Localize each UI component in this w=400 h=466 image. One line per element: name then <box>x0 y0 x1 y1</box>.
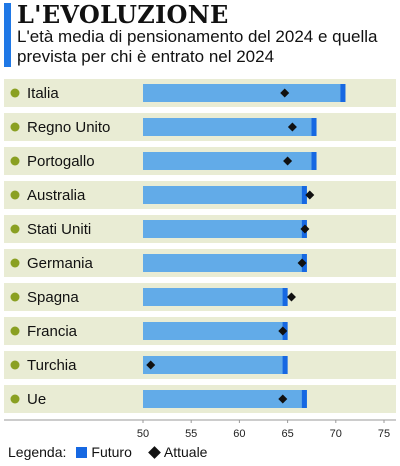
category-bullet <box>10 258 20 268</box>
category-bullet <box>10 360 20 370</box>
legend-swatch-attuale <box>148 445 161 459</box>
marker-attuale <box>278 326 288 336</box>
bar-futuro-cap <box>301 186 307 204</box>
marker-attuale <box>300 224 310 234</box>
bar-futuro-cap <box>301 390 307 408</box>
legend: Legenda: Futuro Attuale <box>8 444 207 460</box>
bar-futuro <box>143 322 288 340</box>
marker-attuale <box>278 394 288 404</box>
category-bullet <box>10 156 20 166</box>
category-bullet <box>10 190 20 200</box>
x-tick-label: 65 <box>281 428 293 439</box>
category-label: Spagna <box>27 289 79 306</box>
category-label: Portogallo <box>27 153 95 170</box>
chart-subtitle: L'età media di pensionamento del 2024 e … <box>17 27 378 66</box>
bar-futuro-cap <box>282 288 288 306</box>
category-bullet <box>10 292 20 302</box>
bar-futuro <box>143 390 307 408</box>
category-bullet <box>10 326 20 336</box>
x-tick-label: 70 <box>330 428 342 439</box>
bar-futuro <box>143 186 307 204</box>
category-label: Regno Unito <box>27 119 110 136</box>
category-bullet <box>10 224 20 234</box>
bar-futuro <box>143 220 307 238</box>
bar-futuro <box>143 118 317 136</box>
x-tick-label: 60 <box>233 428 245 439</box>
category-label: Francia <box>27 323 78 340</box>
x-tick-label: 75 <box>378 428 390 439</box>
legend-swatch-futuro <box>76 446 88 458</box>
category-label: Turchia <box>27 357 77 374</box>
bar-futuro-cap <box>311 118 317 136</box>
category-label: Ue <box>27 391 46 408</box>
marker-attuale <box>283 156 293 166</box>
bar-chart: Italia Regno Unito Portogallo Australia Stat… <box>4 79 396 439</box>
bar-futuro <box>143 254 307 272</box>
bar-futuro <box>143 288 288 306</box>
legend-label: Legenda: <box>8 444 67 460</box>
bar-futuro-cap <box>282 356 288 374</box>
category-label: Australia <box>27 187 86 204</box>
x-tick-label: 50 <box>137 428 149 439</box>
legend-item-attuale: Attuale <box>163 444 208 460</box>
x-tick-label: 55 <box>185 428 197 439</box>
bar-futuro <box>143 84 346 102</box>
chart-title: L'EVOLUZIONE <box>17 0 229 29</box>
bar-futuro <box>143 356 288 374</box>
marker-attuale <box>286 292 296 302</box>
category-bullet <box>10 122 20 132</box>
marker-attuale <box>280 88 290 98</box>
marker-attuale <box>287 122 297 132</box>
category-bullet <box>10 88 20 98</box>
marker-attuale <box>305 190 315 200</box>
category-bullet <box>10 394 20 404</box>
category-label: Germania <box>27 255 94 272</box>
marker-attuale <box>297 258 307 268</box>
title-accent-bar <box>4 3 11 67</box>
category-label: Stati Uniti <box>27 221 91 238</box>
bar-futuro-cap <box>340 84 346 102</box>
legend-item-futuro: Futuro <box>91 444 132 460</box>
bar-futuro-cap <box>311 152 317 170</box>
marker-attuale <box>146 360 156 370</box>
category-label: Italia <box>27 85 59 102</box>
bar-futuro <box>143 152 317 170</box>
